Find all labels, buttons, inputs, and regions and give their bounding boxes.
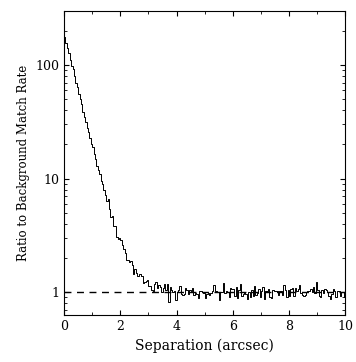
Y-axis label: Ratio to Background Match Rate: Ratio to Background Match Rate [17, 65, 30, 261]
X-axis label: Separation (arcsec): Separation (arcsec) [135, 338, 274, 353]
